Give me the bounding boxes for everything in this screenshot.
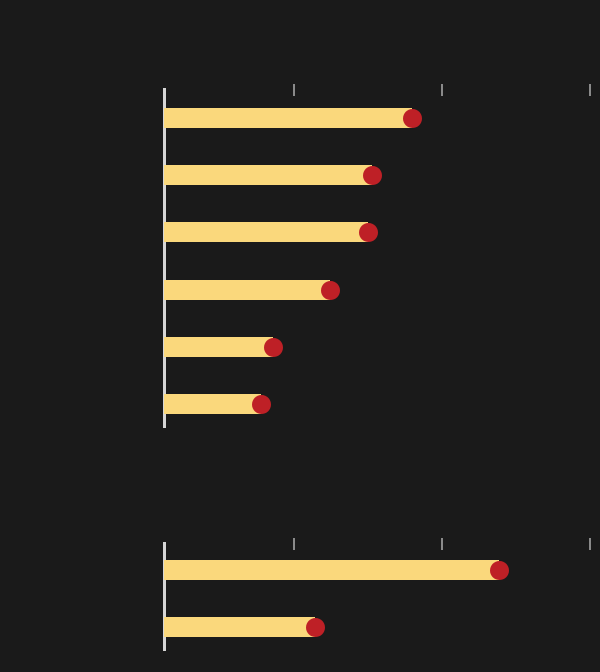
bar-stem xyxy=(164,280,330,300)
y-axis-spine xyxy=(163,88,166,428)
bar-endpoint-dot xyxy=(402,108,422,128)
bar-endpoint-dot xyxy=(263,337,283,357)
bar-endpoint-dot xyxy=(251,394,271,414)
x-axis-tick xyxy=(293,538,295,550)
y-axis-spine xyxy=(163,542,166,651)
x-axis-tick xyxy=(589,84,591,96)
x-axis-tick xyxy=(293,84,295,96)
bar-endpoint-dot xyxy=(305,617,325,637)
bar-endpoint-dot xyxy=(362,165,382,185)
lollipop-bar xyxy=(164,165,382,185)
lollipop-bar xyxy=(164,394,271,414)
bar-endpoint-dot xyxy=(358,222,378,242)
lollipop-bar xyxy=(164,560,509,580)
lollipop-bar xyxy=(164,108,422,128)
bar-endpoint-dot xyxy=(489,560,509,580)
lollipop-bar xyxy=(164,280,340,300)
bar-stem xyxy=(164,222,368,242)
lollipop-bar xyxy=(164,617,325,637)
bar-stem xyxy=(164,560,499,580)
bar-stem xyxy=(164,108,412,128)
bar-stem xyxy=(164,165,372,185)
bar-stem xyxy=(164,337,273,357)
x-axis-tick xyxy=(589,538,591,550)
lollipop-bar xyxy=(164,337,283,357)
bar-stem xyxy=(164,617,315,637)
x-axis-tick xyxy=(441,538,443,550)
lollipop-bar xyxy=(164,222,378,242)
bar-stem xyxy=(164,394,261,414)
bar-endpoint-dot xyxy=(320,280,340,300)
x-axis-tick xyxy=(441,84,443,96)
